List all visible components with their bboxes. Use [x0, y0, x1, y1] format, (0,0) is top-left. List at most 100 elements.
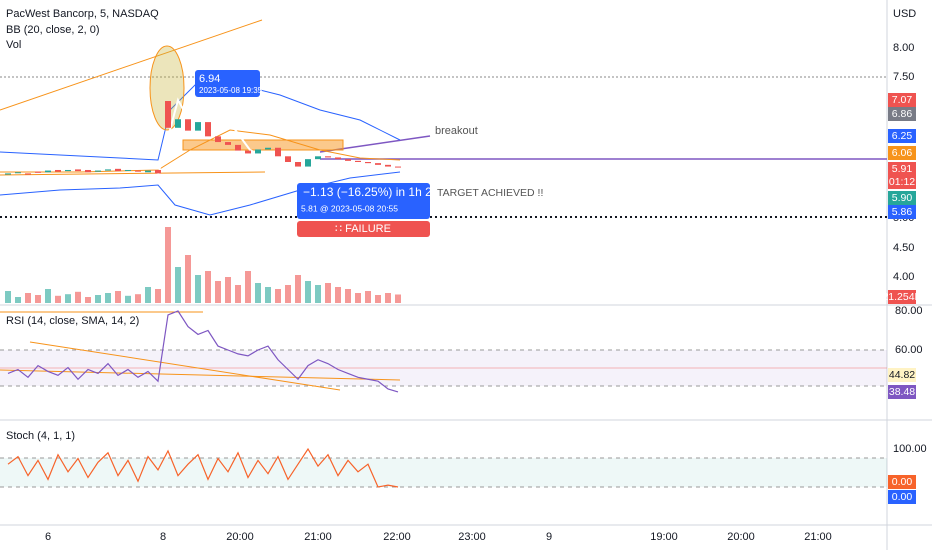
price-axis-label: 4.00	[893, 271, 914, 283]
candle	[185, 119, 191, 131]
candle	[355, 160, 361, 162]
volume-bar	[375, 295, 381, 303]
price-axis-label: 4.50	[893, 242, 914, 254]
volume-bar	[215, 281, 221, 303]
time-axis-label: 20:00	[226, 531, 254, 543]
price-badge-label: 6.86	[892, 108, 913, 120]
volume-bar	[245, 271, 251, 303]
bb-basis	[0, 129, 401, 173]
candle	[335, 157, 341, 160]
candle	[195, 122, 201, 131]
price-badge	[888, 175, 916, 189]
candle	[135, 170, 141, 172]
volume-bar	[115, 291, 121, 303]
rsi-trend	[29, 341, 341, 391]
candle	[85, 169, 91, 173]
candle	[215, 136, 221, 143]
volume-bar	[355, 293, 361, 303]
stoch-band	[0, 458, 887, 487]
price-badge-label: 5.90	[892, 192, 913, 204]
rsi-badge-label: 38.48	[889, 386, 915, 398]
volume-bar	[55, 295, 61, 303]
candle	[245, 150, 251, 154]
volume-bar	[95, 295, 101, 303]
candle	[105, 169, 111, 171]
time-axis-label: 23:00	[458, 531, 486, 543]
volume-bar	[135, 294, 141, 303]
stoch-badge-label: 0.00	[892, 476, 913, 488]
rsi-badge-label: 44.82	[889, 369, 915, 381]
price-badge-label: 7.07	[892, 94, 913, 106]
rsi-band	[0, 350, 887, 386]
volume-bar	[345, 289, 351, 303]
price-badge	[888, 290, 916, 304]
price-axis-label: 8.00	[893, 42, 914, 54]
stoch-axis: 100.00	[893, 443, 927, 455]
volume-bar	[205, 271, 211, 303]
candle	[125, 169, 131, 171]
candle	[45, 170, 51, 173]
price-badge-label: 5.86	[892, 206, 913, 218]
volume-bar	[105, 293, 111, 303]
price-badge	[888, 146, 916, 160]
time-axis-label: 19:00	[650, 531, 678, 543]
candle	[235, 144, 241, 151]
candle	[55, 169, 61, 172]
volume-bar	[395, 294, 401, 303]
failure-box	[297, 221, 430, 237]
time-axis-label: 21:00	[304, 531, 332, 543]
candle	[385, 164, 391, 167]
volume-bar	[155, 289, 161, 303]
time-axis-label: 6	[45, 531, 51, 543]
volume-bar	[145, 287, 151, 303]
price-badge	[888, 107, 916, 121]
rsi-axis: 60.00	[895, 344, 923, 356]
volume-bar	[275, 289, 281, 303]
volume-bar	[365, 291, 371, 303]
price-badge	[888, 129, 916, 143]
candle	[265, 147, 271, 150]
zone-box	[182, 139, 344, 151]
volume-bar	[125, 295, 131, 303]
measure-main: −1.13 (−16.25%) in 1h 20m	[303, 185, 448, 199]
candle	[75, 169, 81, 172]
price-badge	[888, 205, 916, 219]
rsi-badge	[888, 385, 916, 399]
volume-bar	[175, 267, 181, 303]
candle	[375, 163, 381, 165]
stoch-line	[7, 447, 399, 488]
volume-bar	[265, 287, 271, 303]
volume-bar	[295, 275, 301, 303]
price-badge-label: 01:12	[889, 176, 915, 188]
rsi-title: RSI (14, close, SMA, 14, 2)	[6, 315, 139, 327]
indicator-vol: Vol	[6, 39, 21, 51]
volume-bar	[85, 297, 91, 303]
candle	[15, 172, 21, 174]
volume-bar	[75, 291, 81, 303]
point-label	[195, 70, 260, 97]
support-line	[0, 171, 266, 176]
time-axis-label: 8	[160, 531, 166, 543]
candle	[225, 142, 231, 145]
candle	[345, 159, 351, 161]
volume-bar	[285, 285, 291, 303]
pattern-path	[157, 97, 271, 176]
point-time: 2023-05-08 19:35	[199, 86, 263, 95]
candle	[165, 101, 171, 128]
symbol-title: PacWest Bancorp, 5, NASDAQ	[6, 8, 159, 20]
candle	[295, 162, 301, 167]
volume-bar	[255, 283, 261, 303]
rsi-line	[7, 310, 399, 393]
currency: USD	[893, 8, 916, 20]
candle	[315, 156, 321, 160]
price-badge	[888, 191, 916, 205]
time-axis-label: 22:00	[383, 531, 411, 543]
rsi-badge	[888, 368, 916, 382]
measure-sub: 5.81 @ 2023-05-08 20:55	[301, 203, 398, 213]
volume-bar	[45, 289, 51, 303]
candle	[175, 119, 181, 128]
candle	[35, 171, 41, 173]
candle	[25, 173, 31, 175]
